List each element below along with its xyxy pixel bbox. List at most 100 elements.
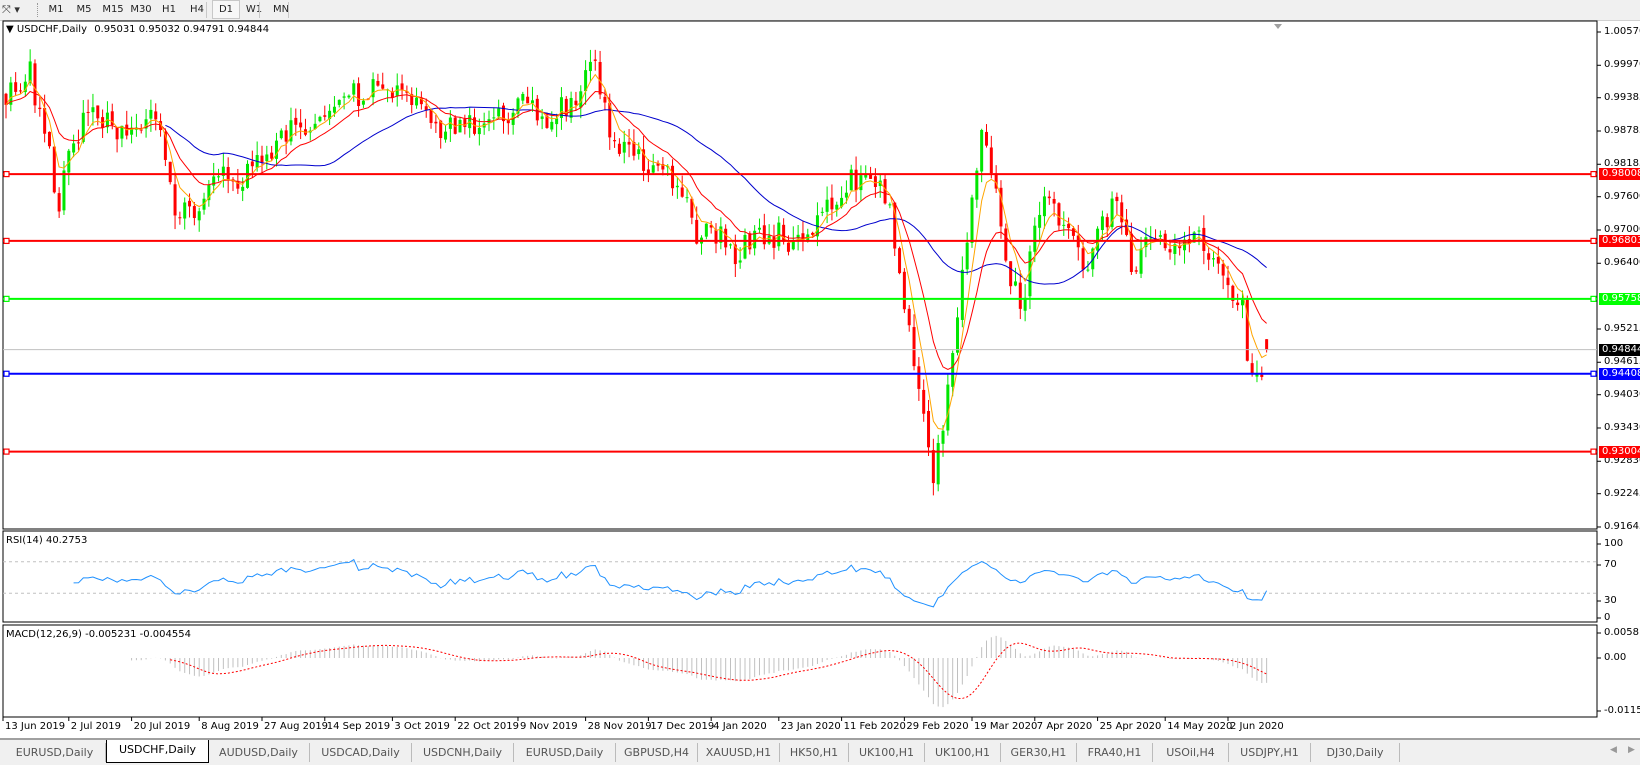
candle [1004, 223, 1008, 263]
level-handle-right[interactable] [1590, 237, 1597, 245]
timeframe-button-h4[interactable]: H4 [190, 4, 204, 15]
candle [419, 91, 423, 110]
horizontal-level-line[interactable] [3, 295, 1597, 302]
level-handle-right[interactable] [1590, 370, 1597, 377]
candle [545, 112, 549, 129]
candle [381, 72, 385, 90]
candle [1018, 270, 1022, 320]
candle [907, 305, 911, 332]
horizontal-level-line[interactable] [3, 448, 1597, 455]
candle [337, 99, 341, 108]
macd-axis-label: 0.005818 [1604, 627, 1640, 638]
candle [1221, 259, 1225, 290]
current-price-tag: 0.94844 [1599, 343, 1640, 356]
level-handle-left[interactable] [3, 448, 10, 455]
timeframe-button-m15[interactable]: M15 [102, 4, 124, 15]
candle [130, 116, 134, 144]
tabs-scroll-left-icon[interactable]: ◀ [1610, 745, 1617, 755]
candle [62, 160, 66, 215]
rsi-pane [2, 530, 1598, 623]
candle [1226, 265, 1230, 299]
candle [1038, 201, 1042, 240]
level-handle-right[interactable] [1590, 170, 1597, 178]
chart-tab-gbpusd-h4[interactable]: GBPUSD,H4 [616, 743, 698, 762]
chart-tab-uk100-h1[interactable]: UK100,H1 [849, 743, 925, 762]
timeframe-button-mn[interactable]: MN [272, 4, 290, 15]
chart-shift-marker-icon[interactable] [1274, 24, 1282, 29]
chart-tab-xauusd-h1[interactable]: XAUUSD,H1 [698, 743, 780, 762]
level-handle-right[interactable] [1590, 448, 1597, 455]
date-axis-label: 2 Jul 2019 [70, 721, 122, 732]
chart-tab-usdcnh-daily[interactable]: USDCNH,Daily [412, 743, 514, 762]
candle [1042, 186, 1046, 229]
candle [178, 211, 182, 225]
level-handle-left[interactable] [3, 170, 10, 178]
level-handle-left[interactable] [3, 295, 10, 302]
candle [154, 103, 158, 131]
macd-signal-line [170, 642, 1267, 699]
chart-tab-fra40-h1[interactable]: FRA40,H1 [1077, 743, 1153, 762]
chart-tab-usdcad-daily[interactable]: USDCAD,Daily [310, 743, 412, 762]
candle [844, 180, 848, 204]
chart-tab-uk100-h1[interactable]: UK100,H1 [925, 743, 1001, 762]
candle [516, 96, 520, 119]
candle [912, 314, 916, 371]
horizontal-level-line[interactable] [3, 170, 1597, 178]
candle [617, 138, 621, 157]
chart-menu-triangle-icon[interactable]: ▼ [6, 24, 14, 35]
horizontal-level-line[interactable] [3, 237, 1597, 245]
toolbar-separator [288, 2, 289, 18]
candle [91, 93, 95, 126]
candle [922, 379, 926, 422]
chart-tab-dj30-daily[interactable]: DJ30,Daily [1311, 743, 1400, 762]
chart-tab-eurusd-daily[interactable]: EURUSD,Daily [514, 743, 616, 762]
candle [1047, 190, 1051, 205]
candle [1110, 191, 1114, 230]
cursor-tool-dropdown[interactable]: ⤧ ▾ [2, 2, 36, 18]
timeframe-button-h1[interactable]: H1 [162, 4, 176, 15]
level-handle-right[interactable] [1590, 295, 1597, 302]
candle [690, 196, 694, 225]
chart-tab-usdjpy-h1[interactable]: USDJPY,H1 [1229, 743, 1311, 762]
timeframe-button-m1[interactable]: M1 [48, 4, 64, 15]
chart-header: ▼ USDCHF,Daily 0.95031 0.95032 0.94791 0… [6, 24, 269, 36]
candle [946, 374, 950, 436]
candle [1013, 267, 1017, 287]
candle [743, 228, 747, 260]
candle [530, 86, 534, 112]
timeframe-button-m30[interactable]: M30 [130, 4, 152, 15]
candle [646, 159, 650, 183]
toolbar-grip[interactable] [37, 3, 40, 17]
tabs-scroll-right-icon[interactable]: ▶ [1628, 745, 1635, 755]
candle [217, 168, 221, 182]
price-axis-label: 0.98785 [1604, 124, 1640, 136]
rsi-label: RSI(14) 40.2753 [6, 535, 88, 546]
timeframe-button-d1[interactable]: D1 [212, 0, 240, 19]
level-handle-left[interactable] [3, 237, 10, 245]
chart-canvas[interactable] [0, 0, 1640, 738]
candle [1158, 230, 1162, 245]
candle [598, 50, 602, 100]
candle [323, 105, 327, 121]
chart-tab-usdchf-daily[interactable]: USDCHF,Daily [106, 740, 209, 763]
chart-tab-audusd-daily[interactable]: AUDUSD,Daily [208, 743, 310, 762]
chart-tab-usoil-h4[interactable]: USOil,H4 [1153, 743, 1229, 762]
chart-tab-ger30-h1[interactable]: GER30,H1 [1001, 743, 1077, 762]
candle [888, 202, 892, 209]
timeframe-button-w1[interactable]: W1 [245, 4, 263, 15]
level-handle-left[interactable] [3, 370, 10, 377]
timeframe-button-m5[interactable]: M5 [76, 4, 92, 15]
candle [757, 218, 761, 234]
ma-slow-line [165, 106, 1267, 285]
candle [1207, 247, 1211, 271]
horizontal-level-line[interactable] [3, 370, 1597, 377]
candle [1139, 236, 1143, 279]
chart-tab-hk50-h1[interactable]: HK50,H1 [780, 743, 849, 762]
candle [173, 172, 177, 230]
price-axis-label: 0.91645 [1604, 520, 1640, 532]
chart-tab-eurusd-daily[interactable]: EURUSD,Daily [4, 743, 106, 762]
